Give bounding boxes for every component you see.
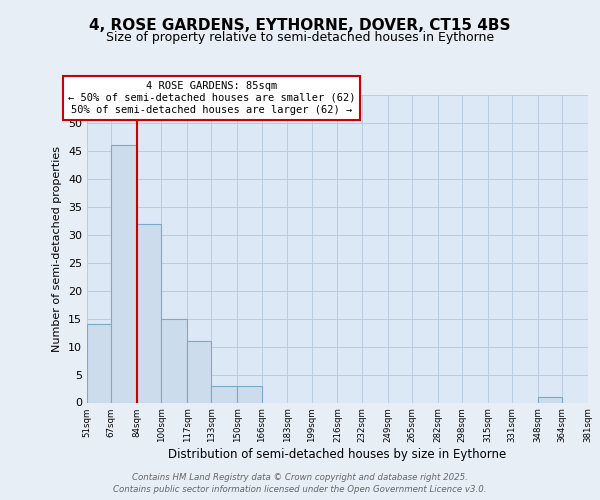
Text: 4, ROSE GARDENS, EYTHORNE, DOVER, CT15 4BS: 4, ROSE GARDENS, EYTHORNE, DOVER, CT15 4…: [89, 18, 511, 32]
Bar: [211, 386, 238, 402]
Bar: [238, 386, 262, 402]
Text: Contains HM Land Registry data © Crown copyright and database right 2025.: Contains HM Land Registry data © Crown c…: [132, 472, 468, 482]
Bar: [538, 397, 562, 402]
Bar: [161, 318, 187, 402]
Text: 4 ROSE GARDENS: 85sqm
← 50% of semi-detached houses are smaller (62)
50% of semi: 4 ROSE GARDENS: 85sqm ← 50% of semi-deta…: [68, 82, 355, 114]
Bar: [187, 341, 211, 402]
Text: Contains public sector information licensed under the Open Government Licence v3: Contains public sector information licen…: [113, 485, 487, 494]
Bar: [87, 324, 111, 402]
Bar: [111, 146, 137, 402]
Bar: [137, 224, 161, 402]
Text: Size of property relative to semi-detached houses in Eythorne: Size of property relative to semi-detach…: [106, 31, 494, 44]
X-axis label: Distribution of semi-detached houses by size in Eythorne: Distribution of semi-detached houses by …: [169, 448, 506, 461]
Y-axis label: Number of semi-detached properties: Number of semi-detached properties: [52, 146, 62, 352]
